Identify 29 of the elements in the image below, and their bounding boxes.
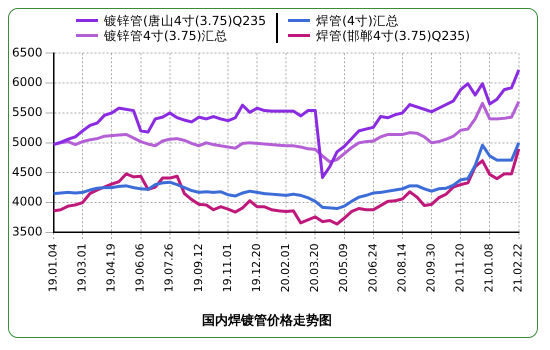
- y-tick-label: 3500: [12, 224, 43, 239]
- x-tick-label: 19.09.12: [192, 243, 205, 292]
- text: 国内焊镀管价格走势图: [202, 312, 332, 329]
- x-tick-label: 21.01.08: [482, 243, 496, 292]
- x-tick-label: 20.06.24: [366, 243, 380, 292]
- x-tick-label: 20.05.09: [337, 243, 350, 292]
- x-tick-label: 20.11.20: [454, 243, 466, 292]
- x-tick-label: 21.02.22: [512, 243, 525, 292]
- x-tick-label: 19.07.26: [162, 243, 176, 292]
- x-tick-label: 19.04.19: [104, 243, 118, 292]
- x-tick-label: 19.06.06: [134, 243, 147, 292]
- y-tick-label: 6500: [12, 45, 43, 60]
- legend-label: 镀锌管4寸(3.75)汇总: [104, 28, 228, 43]
- legend-label: 焊管(4寸)汇总: [316, 13, 399, 28]
- x-tick-label: 19.12.20: [250, 243, 263, 292]
- x-tick-label: 20.03.20: [308, 243, 322, 292]
- x-tick-label: 20.09.30: [424, 243, 438, 292]
- y-tick-label: 5500: [12, 105, 43, 120]
- y-tick-label: 4000: [12, 194, 43, 209]
- y-tick-label: 6000: [12, 75, 43, 90]
- legend-label: 镀锌管(唐山4寸(3.75)Q235: [104, 13, 266, 28]
- x-tick-label: 20.02.01: [279, 243, 292, 292]
- x-tick-label: 20.08.14: [395, 243, 408, 292]
- y-tick-label: 4500: [12, 164, 43, 179]
- x-tick-label: 19.03.01: [75, 243, 88, 292]
- legend-label: 焊管(邯郸4寸(3.75)Q235): [316, 28, 470, 43]
- x-tick-label: 19.11.01: [220, 243, 234, 292]
- y-tick-label: 5000: [12, 134, 43, 149]
- x-tick-label: 19.01.04: [46, 243, 60, 292]
